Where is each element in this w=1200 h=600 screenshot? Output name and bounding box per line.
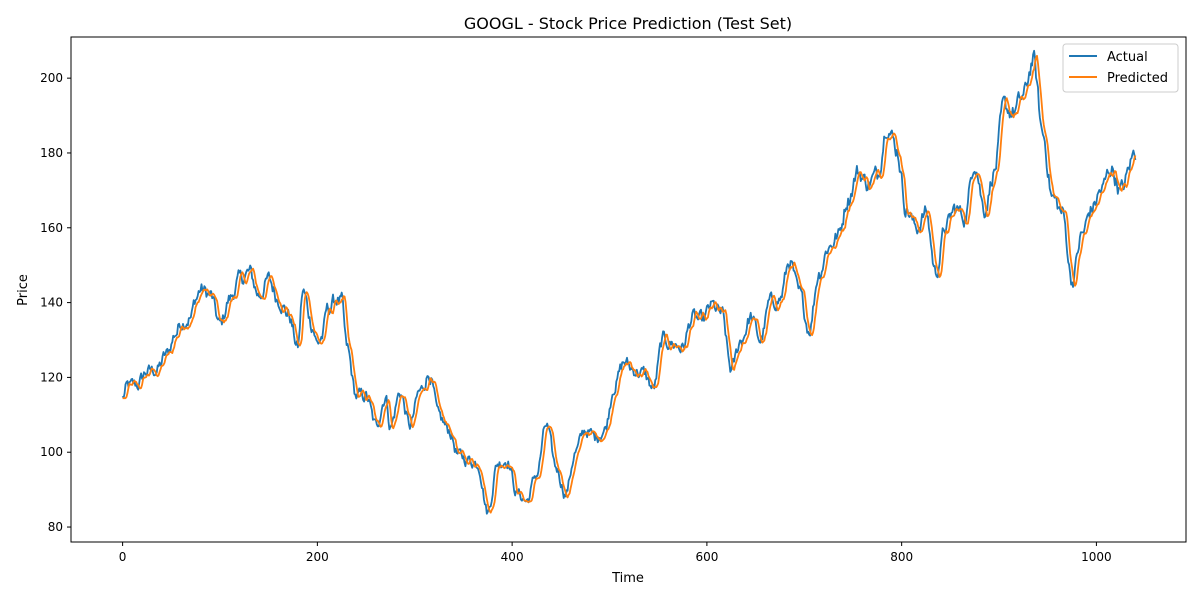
x-tick-label: 400 <box>501 550 524 564</box>
y-tick-label: 140 <box>40 296 63 310</box>
y-tick-label: 120 <box>40 370 63 384</box>
y-tick-label: 80 <box>48 520 63 534</box>
legend-label-actual: Actual <box>1107 50 1148 65</box>
x-axis-label: Time <box>611 571 644 586</box>
y-tick-label: 180 <box>40 146 63 160</box>
x-tick-label: 0 <box>119 550 127 564</box>
plot-frame <box>70 36 1187 543</box>
series-line-predicted <box>122 54 1137 514</box>
y-axis-label: Price <box>16 274 31 306</box>
legend: Actual Predicted <box>1062 43 1179 93</box>
y-tick-label: 160 <box>40 221 63 235</box>
x-tick-label: 1000 <box>1081 550 1112 564</box>
y-tick-label: 100 <box>40 445 63 459</box>
y-tick-label: 200 <box>40 71 63 85</box>
x-tick-label: 800 <box>890 550 913 564</box>
plot-lines <box>121 49 1137 515</box>
y-axis: 80 100 120 140 160 180 200 <box>40 71 71 534</box>
x-tick-label: 200 <box>306 550 329 564</box>
legend-label-predicted: Predicted <box>1107 71 1168 86</box>
x-axis: 0 200 400 600 800 1000 <box>119 542 1112 564</box>
chart-title: GOOGL - Stock Price Prediction (Test Set… <box>464 14 792 33</box>
x-tick-label: 600 <box>695 550 718 564</box>
